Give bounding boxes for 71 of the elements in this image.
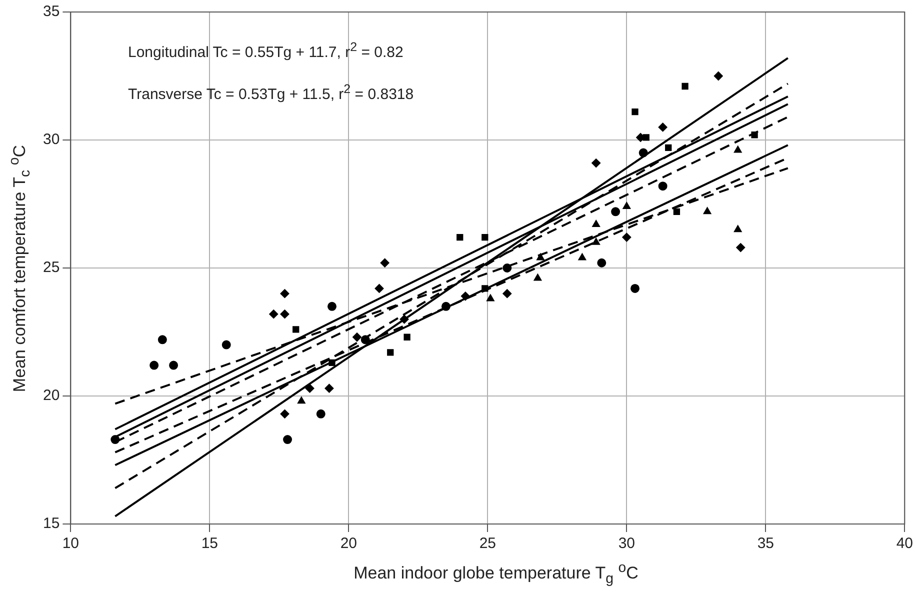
- point: [673, 208, 680, 216]
- point: [592, 158, 601, 168]
- y-tick-label: 15: [42, 515, 60, 532]
- point: [297, 396, 306, 404]
- point: [380, 258, 390, 268]
- point: [387, 349, 394, 356]
- point: [482, 285, 488, 292]
- point: [328, 359, 336, 366]
- point: [592, 238, 600, 245]
- point: [592, 220, 600, 227]
- point: [352, 332, 362, 342]
- point: [736, 243, 746, 252]
- point: [534, 274, 542, 281]
- point: [658, 182, 668, 191]
- point: [292, 326, 300, 333]
- x-tick-label: 35: [757, 535, 774, 552]
- point: [502, 264, 512, 272]
- point: [597, 258, 606, 268]
- point: [280, 409, 290, 418]
- point: [110, 435, 120, 444]
- point: [404, 334, 410, 340]
- y-tick-label: 30: [42, 131, 60, 148]
- point: [360, 335, 370, 344]
- point: [283, 435, 292, 444]
- point: [682, 82, 688, 90]
- point: [578, 253, 586, 260]
- x-tick-label: 20: [340, 535, 358, 552]
- point: [280, 289, 290, 298]
- point: [374, 284, 384, 293]
- point: [327, 302, 336, 311]
- point: [456, 234, 464, 241]
- y-tick-label: 35: [42, 3, 60, 20]
- point: [665, 144, 672, 152]
- point: [632, 108, 638, 116]
- point: [460, 292, 470, 301]
- point: [324, 384, 334, 393]
- point: [536, 253, 544, 260]
- point: [269, 310, 278, 319]
- x-tick-label: 30: [618, 535, 636, 552]
- x-axis-title: Mean indoor globe temperature T$_{g}$ $^{o}$C: [352, 560, 640, 588]
- annotation: Transverse Tc = 0.53Tg + 11.5, r$^{2}$ = 0.8318: [128, 82, 414, 103]
- x-tick-label: 10: [62, 535, 80, 552]
- point: [280, 310, 290, 319]
- point: [305, 384, 314, 393]
- point: [441, 302, 450, 311]
- point: [638, 148, 648, 158]
- point: [150, 360, 159, 370]
- point: [611, 207, 620, 216]
- y-tick-label: 25: [42, 259, 60, 276]
- annotation: Longitudinal Tc = 0.55Tg + 11.7, r$^{2}$ = 0.82: [128, 40, 404, 61]
- x-tick-label: 25: [479, 535, 496, 552]
- point: [486, 294, 494, 302]
- point: [622, 202, 631, 210]
- point: [316, 409, 326, 418]
- point: [703, 207, 712, 214]
- point: [714, 72, 723, 80]
- point: [169, 360, 178, 370]
- point: [734, 225, 742, 232]
- point: [400, 314, 409, 324]
- point: [658, 122, 668, 132]
- point: [158, 335, 167, 344]
- point: [622, 232, 632, 242]
- x-tick-label: 40: [896, 535, 913, 552]
- point: [482, 234, 488, 241]
- point: [751, 132, 758, 138]
- y-tick-label: 20: [42, 387, 60, 404]
- point: [502, 289, 512, 298]
- point: [734, 146, 742, 153]
- point: [630, 284, 640, 293]
- point: [222, 340, 231, 350]
- x-tick-label: 15: [201, 535, 218, 552]
